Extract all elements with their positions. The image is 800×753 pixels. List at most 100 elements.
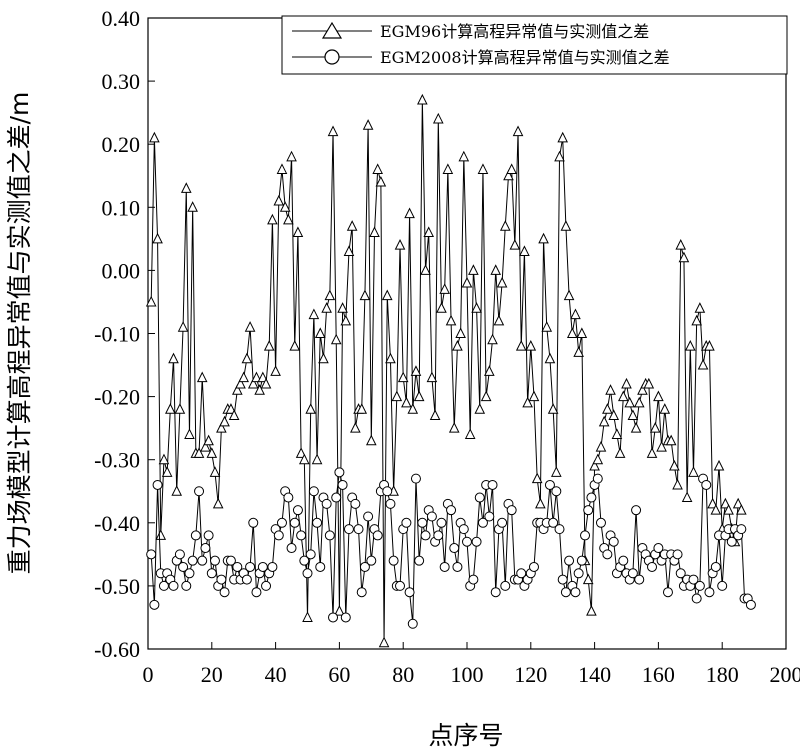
data-point-circle <box>647 561 658 572</box>
data-point-triangle <box>206 447 218 458</box>
data-point-triangle <box>468 264 479 275</box>
data-point-circle <box>315 561 326 572</box>
data-point-circle <box>299 555 310 566</box>
data-point-triangle <box>184 428 195 439</box>
x-tick-label: 60 <box>328 662 350 687</box>
data-point-triangle <box>372 163 383 174</box>
y-tick-label: -0.30 <box>94 448 140 473</box>
x-tick-label: 40 <box>265 662 287 687</box>
data-point-triangle <box>471 302 482 313</box>
data-point-triangle <box>155 529 167 540</box>
data-point-triangle <box>276 163 288 174</box>
data-point-triangle <box>232 384 243 395</box>
data-point-triangle <box>251 371 262 383</box>
data-point-triangle <box>324 289 336 301</box>
data-point-triangle <box>171 485 183 496</box>
y-tick-label: -0.20 <box>94 385 140 410</box>
data-point-triangle <box>420 264 431 275</box>
data-point-triangle <box>582 573 594 585</box>
data-point-triangle <box>490 264 502 275</box>
data-point-circle <box>497 517 508 528</box>
data-point-circle <box>356 587 367 598</box>
data-point-circle <box>197 555 208 566</box>
data-point-circle <box>174 549 185 560</box>
data-point-triangle <box>697 358 709 370</box>
data-point-triangle <box>209 466 221 477</box>
data-point-triangle <box>672 478 683 490</box>
data-point-triangle <box>219 415 230 427</box>
data-point-triangle <box>544 352 556 364</box>
data-point-circle <box>292 505 303 516</box>
data-point-circle <box>704 587 715 598</box>
data-point-triangle <box>694 302 706 313</box>
data-point-circle <box>471 536 482 547</box>
data-point-triangle <box>196 371 208 383</box>
data-point-triangle <box>707 497 718 509</box>
data-point-circle <box>675 568 686 579</box>
data-point-triangle <box>235 377 246 389</box>
data-point-circle <box>328 612 339 623</box>
data-point-circle <box>551 486 562 497</box>
data-point-triangle <box>247 377 259 389</box>
data-point-circle <box>548 517 559 528</box>
y-tick-label: -0.40 <box>94 511 140 536</box>
x-tick-label: 100 <box>451 662 484 687</box>
data-point-triangle <box>541 321 553 332</box>
legend-triangle-marker <box>321 21 343 39</box>
data-point-triangle <box>627 409 639 421</box>
data-point-triangle <box>327 125 339 137</box>
data-point-circle <box>257 561 268 572</box>
data-point-triangle <box>503 169 514 181</box>
data-point-circle <box>382 486 393 497</box>
data-point-triangle <box>566 327 578 338</box>
x-tick-label: 80 <box>392 662 414 687</box>
data-point-circle <box>359 561 370 572</box>
y-tick-label: 0.10 <box>102 195 141 220</box>
data-point-circle <box>474 492 485 503</box>
data-point-triangle <box>152 232 163 244</box>
data-point-circle <box>334 467 345 478</box>
data-point-circle <box>433 530 444 541</box>
data-point-circle <box>736 524 747 535</box>
data-point-triangle <box>515 340 527 351</box>
data-point-triangle <box>174 403 186 414</box>
data-point-triangle <box>557 131 569 143</box>
data-point-circle <box>544 479 555 490</box>
data-point-circle <box>219 587 230 598</box>
data-point-circle <box>726 536 737 547</box>
data-point-circle <box>152 479 163 490</box>
data-point-circle <box>583 505 594 516</box>
data-point-triangle <box>525 340 537 351</box>
data-point-triangle <box>551 466 562 477</box>
data-point-triangle <box>429 409 441 421</box>
data-point-circle <box>146 549 157 560</box>
data-point-triangle <box>723 504 734 515</box>
data-point-triangle <box>608 409 620 421</box>
data-point-triangle <box>161 466 173 477</box>
data-point-circle <box>564 555 575 566</box>
data-point-circle <box>372 530 383 541</box>
data-point-triangle <box>480 390 492 402</box>
data-point-triangle <box>397 371 409 383</box>
data-point-circle <box>439 561 450 572</box>
data-point-circle <box>209 555 220 566</box>
data-point-circle <box>560 587 571 598</box>
data-point-circle <box>225 555 236 566</box>
data-point-circle <box>634 574 645 585</box>
data-point-circle <box>576 555 587 566</box>
data-point-triangle <box>257 371 269 383</box>
data-point-triangle <box>684 340 696 351</box>
data-point-triangle <box>254 384 265 395</box>
y-axis-ticks: 0.40 0.30 0.20 0.10 0.00 -0.10 -0.20 -0.30 -0.40… <box>94 6 155 662</box>
data-point-triangle <box>528 390 540 402</box>
data-point-triangle <box>283 213 294 225</box>
data-point-circle <box>181 580 192 591</box>
data-point-triangle <box>401 396 412 408</box>
data-point-triangle <box>573 346 584 357</box>
y-tick-label: 0.00 <box>102 258 141 283</box>
data-point-triangle <box>669 459 680 471</box>
data-point-circle <box>286 543 297 554</box>
data-point-triangle <box>308 308 320 320</box>
data-point-triangle <box>385 352 396 364</box>
data-point-circle <box>627 568 638 579</box>
